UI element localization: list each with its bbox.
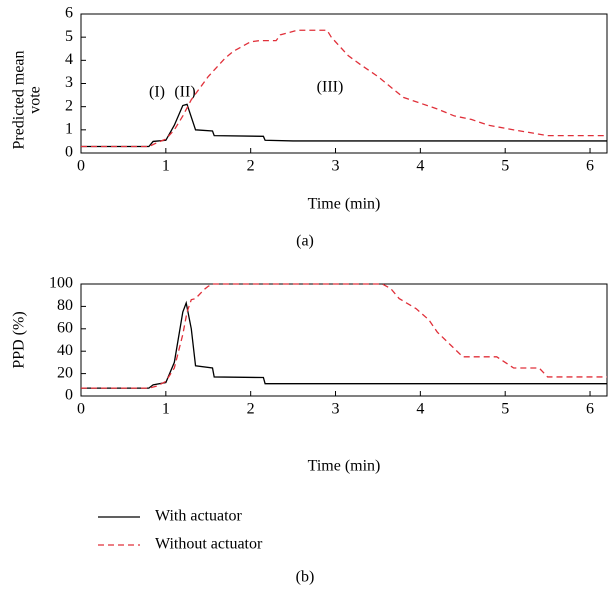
plot-frame: [80, 283, 608, 397]
x-tick-label: 2: [247, 401, 255, 418]
y-axis-label: Predicted mean: [11, 50, 28, 149]
x-tick-label: 5: [501, 158, 509, 175]
legend-label: With actuator: [155, 508, 243, 525]
x-tick-label: 4: [416, 401, 424, 418]
x-tick-label: 6: [586, 401, 594, 418]
annotation: (III): [317, 79, 344, 96]
y-tick-label: 60: [57, 319, 73, 336]
x-tick-label: 2: [247, 158, 255, 175]
y-tick-label: 40: [57, 342, 73, 359]
data-line: [81, 29, 607, 148]
x-tick-label: 4: [416, 158, 424, 175]
panel-label: (b): [296, 569, 315, 586]
legend-label: Without actuator: [155, 536, 263, 553]
data-line: [81, 283, 607, 389]
y-tick-label: 3: [65, 74, 73, 91]
y-tick-label: 6: [65, 5, 73, 22]
x-tick-label: 0: [77, 158, 85, 175]
y-tick-label: 2: [65, 97, 73, 114]
panel-label: (a): [296, 233, 314, 250]
y-tick-label: 4: [65, 51, 73, 68]
data-line: [81, 300, 607, 389]
y-tick-label: 1: [65, 121, 73, 138]
x-tick-label: 1: [162, 401, 170, 418]
x-tick-label: 1: [162, 158, 170, 175]
data-line: [81, 103, 607, 148]
x-tick-label: 3: [332, 158, 340, 175]
annotation: (II): [174, 84, 195, 101]
y-tick-label: 80: [57, 297, 73, 314]
y-tick-label: 0: [65, 144, 73, 161]
y-tick-label: 100: [49, 275, 73, 292]
y-tick-label: 20: [57, 364, 73, 381]
x-tick-label: 5: [501, 401, 509, 418]
x-axis-label: Time (min): [308, 458, 381, 475]
x-tick-label: 6: [586, 158, 594, 175]
x-tick-label: 0: [77, 401, 85, 418]
x-axis-label: Time (min): [308, 196, 381, 213]
y-tick-label: 5: [65, 28, 73, 45]
y-axis-label: PPD (%): [11, 311, 28, 368]
y-axis-label: vote: [27, 86, 44, 114]
y-tick-label: 0: [65, 387, 73, 404]
x-tick-label: 3: [332, 401, 340, 418]
annotation: (I): [149, 84, 165, 101]
